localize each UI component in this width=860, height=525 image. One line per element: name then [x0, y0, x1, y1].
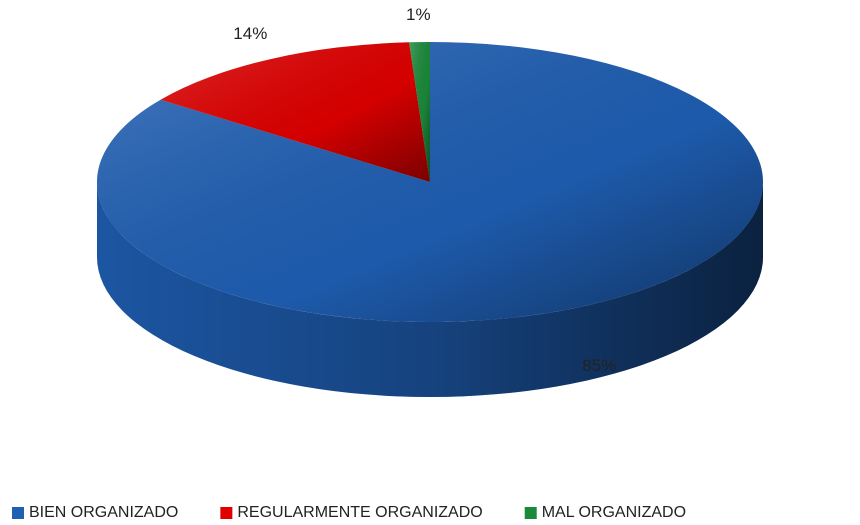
- data-label: 14%: [233, 24, 267, 43]
- legend-label: REGULARMENTE ORGANIZADO: [237, 504, 482, 521]
- slice-shade: [96, 42, 763, 322]
- slice-shade: [409, 42, 430, 182]
- slice-side-shade: [97, 182, 763, 397]
- legend-swatch: [12, 507, 24, 519]
- slice-shade: [160, 42, 430, 182]
- legend-swatch: [524, 507, 537, 519]
- data-label: 85%: [582, 356, 616, 375]
- legend-label: MAL ORGANIZADO: [542, 504, 686, 521]
- legend-label: BIEN ORGANIZADO: [29, 504, 178, 521]
- legend-swatch: [220, 507, 233, 519]
- data-label: 1%: [406, 5, 431, 24]
